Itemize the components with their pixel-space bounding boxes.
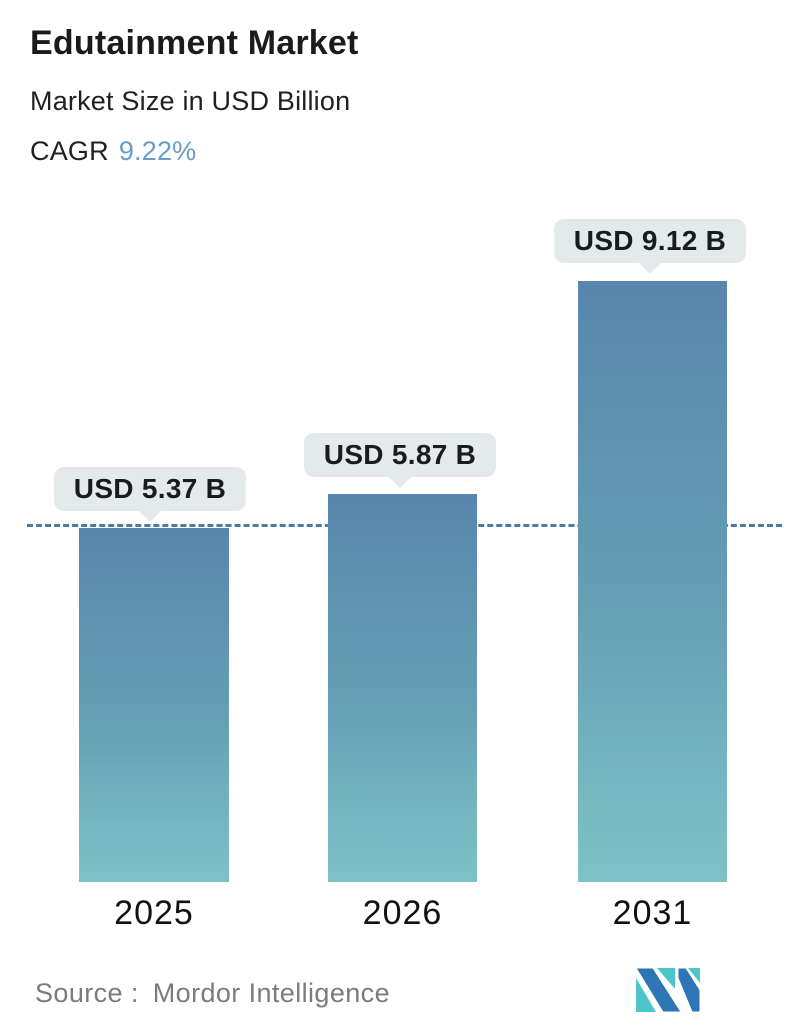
mordor-intelligence-logo <box>636 968 700 1012</box>
source-attribution: Source : Mordor Intelligence <box>35 978 390 1009</box>
x-axis-label-2026: 2026 <box>362 894 443 932</box>
source-value: Mordor Intelligence <box>152 978 390 1008</box>
bar-2026 <box>328 494 477 882</box>
bar-2025 <box>79 528 229 882</box>
value-label-badge-2026: USD 5.87 B <box>304 433 496 477</box>
x-axis-label-2025: 2025 <box>114 894 194 932</box>
bar-2031 <box>578 281 727 882</box>
source-label: Source : <box>35 978 139 1008</box>
value-label-badge-2031: USD 9.12 B <box>554 219 746 263</box>
x-axis-label-2031: 2031 <box>612 894 693 932</box>
cagr-row: CAGR 9.22% <box>30 136 196 167</box>
cagr-label: CAGR <box>30 136 109 166</box>
chart-subtitle: Market Size in USD Billion <box>30 86 351 116</box>
page-title: Edutainment Market <box>30 24 359 62</box>
value-label-badge-2025: USD 5.37 B <box>54 467 246 511</box>
cagr-value: 9.22% <box>118 136 197 166</box>
